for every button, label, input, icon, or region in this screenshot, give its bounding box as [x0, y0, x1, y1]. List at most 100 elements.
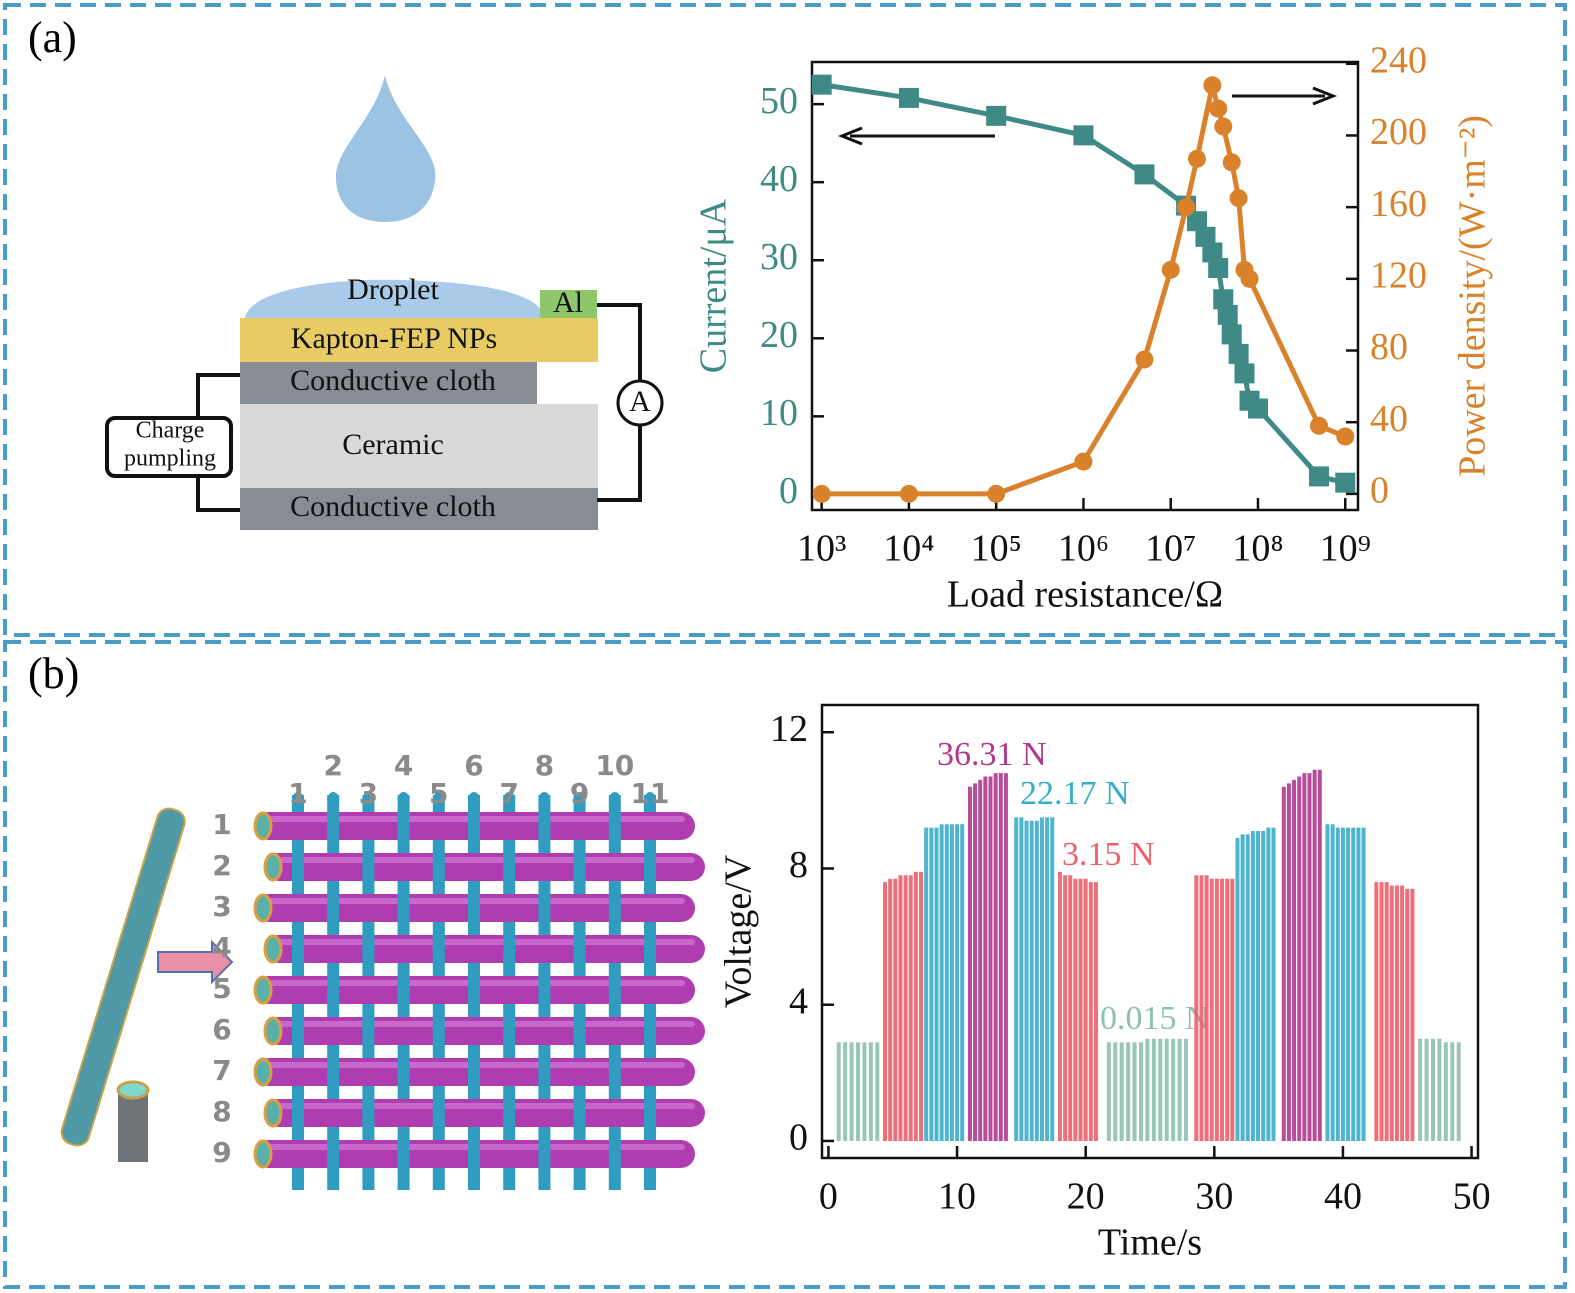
- marker: [987, 484, 1006, 503]
- marker: [1135, 350, 1154, 369]
- warp-knob: [363, 792, 374, 802]
- marker: [1240, 269, 1259, 288]
- warp-over: [468, 893, 480, 923]
- y-tick-label: 8: [789, 844, 808, 886]
- row-label: 5: [212, 972, 231, 1005]
- warp-over: [503, 1098, 516, 1128]
- warp-over: [432, 852, 445, 882]
- device-diagram: Droplet Al Kapton-FEP NPs Conductive clo…: [105, 75, 664, 530]
- series-line: [821, 84, 1347, 497]
- x-tick-label: 10⁵: [971, 528, 1022, 570]
- y-tick-label: 10: [760, 392, 798, 434]
- droplet-label: Droplet: [347, 273, 439, 306]
- warp-over: [432, 934, 445, 964]
- al-label: Al: [553, 286, 583, 319]
- marker: [1177, 198, 1196, 217]
- y2-tick-label: 120: [1370, 255, 1427, 297]
- warp-over: [327, 1139, 340, 1169]
- warp-over: [327, 893, 340, 923]
- warp-over: [573, 1016, 586, 1046]
- warp-over: [397, 1057, 410, 1087]
- warp-over: [538, 811, 551, 841]
- weft-shine: [275, 1103, 695, 1109]
- row-label: 3: [212, 890, 231, 923]
- row-label: 8: [212, 1095, 231, 1128]
- row-label: 9: [212, 1136, 231, 1169]
- x-tick-label: 40: [1324, 1176, 1362, 1218]
- marker: [1229, 189, 1248, 208]
- marker: [1195, 226, 1216, 247]
- warp-over: [538, 893, 551, 923]
- marker: [986, 105, 1007, 126]
- weft-end: [253, 1139, 273, 1169]
- marker: [899, 484, 918, 503]
- warp-over: [397, 811, 410, 841]
- al-electrode: [540, 290, 597, 318]
- y-tick-label: 0: [779, 470, 798, 512]
- layer-label: Kapton-FEP NPs: [291, 322, 497, 355]
- warp-over: [397, 893, 410, 923]
- y-tick-label: 50: [760, 80, 798, 122]
- x-tick-label: 20: [1067, 1176, 1105, 1218]
- warp-over: [362, 1098, 375, 1128]
- x-tick-label: 0: [819, 1176, 838, 1218]
- weft-end: [253, 975, 273, 1005]
- warp-over: [292, 934, 304, 964]
- column-label: 2: [323, 749, 342, 782]
- warp-over: [362, 1016, 375, 1046]
- panel-label: (b): [28, 649, 79, 698]
- column-label: 1: [288, 777, 307, 810]
- x-tick-label: 10⁷: [1145, 528, 1196, 570]
- fiber-icon: [60, 807, 186, 1147]
- x-tick-label: 10⁶: [1058, 528, 1109, 570]
- warp-over: [608, 811, 621, 841]
- warp-over: [327, 975, 340, 1005]
- marker: [1213, 289, 1234, 310]
- fiber-diagram: [60, 807, 234, 1162]
- warp-over: [362, 852, 375, 882]
- marker: [1228, 343, 1249, 364]
- warp-knob: [293, 792, 303, 802]
- fiber-body: [60, 807, 186, 1147]
- y2-axis-label: Power density/(W·m⁻²): [1452, 115, 1494, 477]
- module-label: Charge: [136, 418, 205, 444]
- warp-over: [644, 1098, 656, 1128]
- column-label: 10: [595, 749, 634, 782]
- warp-over: [292, 1098, 304, 1128]
- charts: 10³ 10⁴ 10⁵ 10⁶ 10⁷ 10⁸ 10⁹0102030405004080120…: [693, 40, 1494, 1264]
- y2-tick-label: 40: [1370, 398, 1408, 440]
- warp-over: [503, 852, 516, 882]
- marker: [1309, 416, 1328, 435]
- y-tick-label: 20: [760, 314, 798, 356]
- warp-over: [538, 975, 551, 1005]
- marker: [1336, 427, 1355, 446]
- layer-label: Conductive cloth: [290, 364, 496, 397]
- warp-over: [468, 1057, 480, 1087]
- kapton-layer: [240, 318, 598, 362]
- x-tick-label: 10⁴: [883, 528, 934, 570]
- y-tick-label: 4: [789, 980, 808, 1022]
- warp-over: [608, 975, 621, 1005]
- wire: [196, 303, 642, 512]
- warp-knob: [398, 792, 409, 802]
- weft-shine: [275, 857, 695, 863]
- warp-over: [608, 1139, 621, 1169]
- x-tick-label: 30: [1195, 1176, 1233, 1218]
- arrow: [837, 126, 995, 146]
- marker: [1217, 304, 1238, 325]
- warp-over: [468, 975, 480, 1005]
- warp-over: [644, 852, 656, 882]
- x-axis-label: Load resistance/Ω: [947, 574, 1223, 616]
- column-label: 6: [464, 749, 483, 782]
- marker: [898, 87, 919, 108]
- weft-end: [253, 893, 273, 923]
- plot-frame: [810, 60, 1360, 512]
- warp-over: [432, 1098, 445, 1128]
- warp-over: [503, 1016, 516, 1046]
- marker: [1134, 164, 1155, 185]
- marker: [1214, 117, 1233, 136]
- marker: [1335, 472, 1356, 493]
- warp-over: [362, 934, 375, 964]
- y2-tick-label: 80: [1370, 326, 1408, 368]
